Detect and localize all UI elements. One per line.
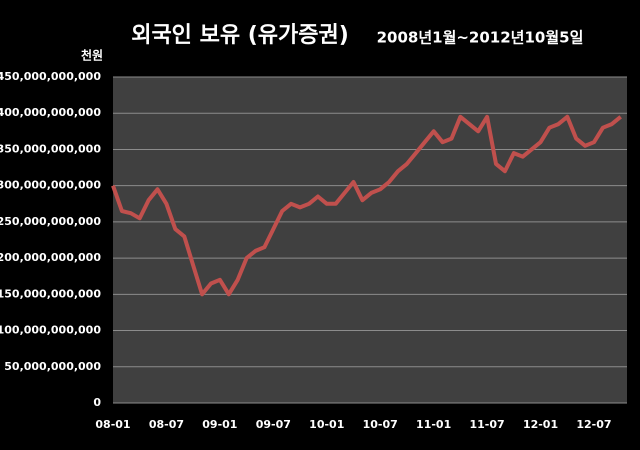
chart-subtitle: 2008년1월~2012년10월5일 bbox=[377, 29, 584, 47]
y-tick-label: 250,000,000,000 bbox=[0, 215, 101, 228]
y-tick-label: 450,000,000,000 bbox=[0, 70, 101, 83]
data-line bbox=[111, 114, 622, 297]
y-tick-label: 100,000,000,000 bbox=[0, 324, 101, 337]
x-tick-label: 11-07 bbox=[470, 418, 505, 431]
y-tick-label: 350,000,000,000 bbox=[0, 142, 101, 155]
y-tick-label: 200,000,000,000 bbox=[0, 251, 101, 264]
x-tick-label: 08-01 bbox=[95, 418, 130, 431]
y-tick-label: 400,000,000,000 bbox=[0, 106, 101, 119]
x-tick-label: 12-07 bbox=[576, 418, 611, 431]
x-tick-label: 10-01 bbox=[309, 418, 344, 431]
plot-area bbox=[113, 77, 627, 403]
y-tick-label: 0 bbox=[93, 396, 101, 409]
x-tick-label: 12-01 bbox=[523, 418, 558, 431]
y-tick-label: 300,000,000,000 bbox=[0, 179, 101, 192]
x-tick-label: 09-07 bbox=[256, 418, 291, 431]
x-tick-label: 09-01 bbox=[202, 418, 237, 431]
chart-title: 외국인 보유 (유가증권) bbox=[131, 23, 349, 48]
y-tick-label: 150,000,000,000 bbox=[0, 287, 101, 300]
x-tick-label: 08-07 bbox=[149, 418, 184, 431]
y-tick-label: 50,000,000,000 bbox=[4, 360, 101, 373]
x-tick-label: 10-07 bbox=[363, 418, 398, 431]
x-tick-label: 11-01 bbox=[416, 418, 451, 431]
y-axis-label: 천원 bbox=[81, 48, 103, 63]
